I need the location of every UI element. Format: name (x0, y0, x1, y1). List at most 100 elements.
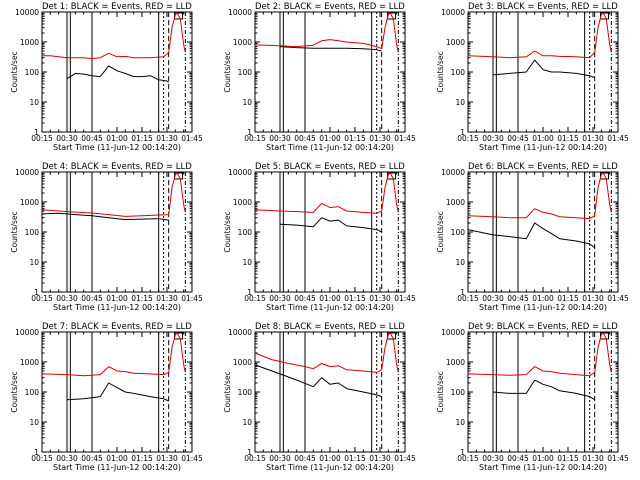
y-tick-label: 100 (451, 228, 466, 237)
chart-panel-7: Det 7: BLACK = Events, RED = LLD 1 10 100 10… (10, 322, 203, 472)
x-tick-label: 01:15 (344, 454, 366, 463)
events-series-line (66, 65, 170, 83)
y-tick-label: 1000 (446, 358, 465, 367)
x-tick-label: 00:15 (244, 454, 266, 463)
y-axis-label: Counts/sec (223, 211, 232, 252)
lld-series-line (467, 332, 612, 377)
chart-title: Det 2: BLACK = Events, RED = LLD (255, 2, 405, 12)
y-tick-label: 10000 (441, 8, 465, 17)
x-tick-label: 01:15 (131, 454, 153, 463)
x-tick-label: 00:45 (81, 134, 103, 143)
x-tick-label: 00:15 (457, 134, 479, 143)
x-tick-label: 01:00 (319, 294, 341, 303)
y-tick-label: 1 (34, 128, 39, 137)
events-series-line (467, 222, 596, 249)
x-tick-label: 01:30 (582, 134, 604, 143)
y-tick-label: 1000 (233, 38, 252, 47)
y-axis-label: Counts/sec (10, 51, 19, 92)
x-tick-label: 01:30 (156, 134, 178, 143)
x-tick-label: 01:15 (344, 294, 366, 303)
x-tick-label: 01:30 (582, 454, 604, 463)
chart-title: Det 1: BLACK = Events, RED = LLD (42, 2, 192, 12)
x-tick-label: 01:30 (582, 294, 604, 303)
y-tick-label: 10 (29, 98, 39, 107)
y-axis-label: Counts/sec (436, 51, 445, 92)
x-tick-label: 01:00 (106, 294, 128, 303)
x-axis-label: Start Time (11-Jun-12 00:14:20) (266, 303, 394, 312)
x-tick-label: 01:00 (106, 454, 128, 463)
x-tick-label: 00:45 (294, 454, 316, 463)
chart-panel-2: Det 2: BLACK = Events, RED = LLD 1 10 100 10… (223, 2, 416, 152)
y-tick-label: 10000 (441, 328, 465, 337)
x-tick-label: 01:15 (131, 134, 153, 143)
lld-series-line (467, 172, 612, 220)
y-tick-label: 10 (242, 258, 252, 267)
y-tick-label: 1 (34, 448, 39, 457)
events-series-line (254, 364, 382, 398)
x-tick-label: 00:45 (81, 294, 103, 303)
chart-panel-1: Det 1: BLACK = Events, RED = LLD 1 10 100 10… (10, 2, 203, 152)
x-tick-label: 00:30 (482, 134, 504, 143)
x-tick-label: 01:00 (319, 454, 341, 463)
y-tick-label: 100 (451, 388, 466, 397)
x-tick-label: 00:15 (31, 454, 53, 463)
lld-series-line (254, 172, 399, 214)
plot-frame (254, 11, 406, 133)
x-tick-label: 01:30 (369, 294, 391, 303)
chart-panel-4: Det 4: BLACK = Events, RED = LLD 1 10 100 10… (10, 162, 203, 312)
y-axis-label: Counts/sec (10, 211, 19, 252)
chart-panel-3: Det 3: BLACK = Events, RED = LLD 1 10 100 10… (436, 2, 629, 152)
x-tick-label: 01:30 (369, 134, 391, 143)
chart-panel-6: Det 6: BLACK = Events, RED = LLD 1 10 100 10… (436, 162, 629, 312)
plot-frame (41, 11, 193, 133)
lld-series-line (254, 12, 399, 53)
y-tick-label: 1000 (233, 198, 252, 207)
chart-title: Det 7: BLACK = Events, RED = LLD (42, 322, 192, 332)
x-tick-label: 01:45 (181, 294, 203, 303)
events-series-line (279, 46, 382, 52)
x-tick-label: 01:00 (532, 454, 554, 463)
x-tick-label: 01:45 (394, 134, 416, 143)
x-tick-label: 00:30 (269, 454, 291, 463)
x-tick-label: 01:15 (557, 294, 579, 303)
x-tick-label: 01:45 (607, 294, 629, 303)
x-tick-label: 01:00 (319, 134, 341, 143)
y-tick-label: 1000 (20, 358, 39, 367)
plot-frame (254, 331, 406, 453)
x-tick-label: 00:30 (56, 454, 78, 463)
events-series-line (279, 217, 382, 233)
y-tick-label: 1000 (233, 358, 252, 367)
y-tick-label: 10000 (228, 8, 252, 17)
plot-frame (41, 331, 193, 453)
y-tick-label: 1 (247, 448, 252, 457)
chart-title: Det 4: BLACK = Events, RED = LLD (42, 162, 192, 172)
lld-series-line (41, 172, 186, 217)
y-tick-label: 1 (460, 288, 465, 297)
x-tick-label: 01:00 (106, 134, 128, 143)
y-tick-label: 1 (460, 128, 465, 137)
x-tick-label: 01:45 (394, 294, 416, 303)
y-tick-label: 10000 (15, 8, 39, 17)
x-axis-label: Start Time (11-Jun-12 00:14:20) (479, 143, 607, 152)
chart-title: Det 8: BLACK = Events, RED = LLD (255, 322, 405, 332)
y-tick-label: 100 (238, 228, 253, 237)
x-tick-label: 01:15 (557, 134, 579, 143)
x-tick-label: 00:45 (294, 134, 316, 143)
x-tick-label: 00:15 (457, 294, 479, 303)
y-tick-label: 10000 (228, 168, 252, 177)
plot-frame (41, 171, 193, 293)
events-series-line (66, 382, 169, 402)
x-tick-label: 01:15 (557, 454, 579, 463)
y-tick-label: 1 (34, 288, 39, 297)
y-tick-label: 10 (242, 98, 252, 107)
y-tick-label: 10000 (15, 168, 39, 177)
plot-frame (467, 331, 619, 453)
x-tick-label: 01:45 (607, 454, 629, 463)
y-tick-label: 1 (460, 448, 465, 457)
y-axis-label: Counts/sec (436, 371, 445, 412)
y-tick-label: 10 (29, 258, 39, 267)
x-tick-label: 00:30 (56, 294, 78, 303)
x-tick-label: 00:45 (294, 294, 316, 303)
chart-panel-9: Det 9: BLACK = Events, RED = LLD 1 10 100 10… (436, 322, 629, 472)
x-tick-label: 00:15 (244, 134, 266, 143)
